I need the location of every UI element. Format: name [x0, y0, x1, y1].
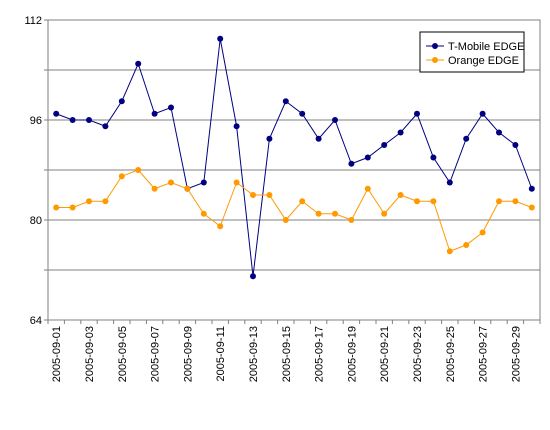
data-point-orange [217, 223, 224, 230]
data-point-orange [282, 217, 289, 223]
data-point-orange [463, 242, 470, 248]
data-point-tmobile [381, 142, 388, 148]
x-tick-label: 2005-09-27 [478, 326, 490, 382]
data-point-tmobile [233, 123, 240, 130]
data-point-tmobile [463, 135, 470, 142]
data-point-orange [496, 198, 502, 205]
data-point-orange [512, 198, 519, 205]
y-tick-label: 96 [30, 115, 42, 127]
data-point-tmobile [151, 110, 158, 117]
data-point-orange [381, 210, 388, 217]
plot-area-border [47, 19, 541, 321]
data-point-tmobile [135, 60, 142, 67]
data-point-orange [299, 198, 306, 205]
data-point-orange [86, 198, 92, 205]
data-point-tmobile [250, 273, 256, 280]
data-point-tmobile [430, 154, 437, 161]
data-point-orange [266, 192, 273, 198]
data-point-tmobile [200, 179, 207, 186]
data-point-orange [250, 192, 256, 198]
data-point-orange [69, 204, 76, 211]
data-point-tmobile [512, 142, 519, 148]
data-point-orange [364, 185, 371, 192]
y-tick-label: 112 [24, 15, 42, 27]
series-line-tmobile [56, 38, 533, 277]
data-point-tmobile [315, 135, 322, 142]
x-tick-label: 2005-09-29 [510, 326, 522, 382]
data-point-tmobile [266, 135, 273, 142]
legend-box [419, 31, 525, 73]
data-point-orange [200, 210, 207, 217]
x-tick-label: 2005-09-07 [150, 326, 162, 382]
gridlines [48, 69, 540, 271]
data-point-tmobile [69, 117, 76, 123]
legend-marker-orange [432, 57, 438, 63]
data-point-orange [53, 204, 60, 211]
data-point-tmobile [53, 110, 60, 117]
data-point-orange [332, 210, 338, 217]
data-point-tmobile [479, 110, 486, 117]
x-tick-label: 2005-09-11 [215, 326, 227, 381]
data-point-orange [528, 204, 535, 211]
data-point-tmobile [299, 110, 306, 117]
data-point-orange [184, 185, 191, 192]
data-point-orange [102, 198, 109, 205]
data-point-tmobile [332, 117, 338, 123]
data-point-tmobile [282, 98, 289, 105]
data-point-orange [348, 217, 355, 223]
data-point-tmobile [496, 129, 502, 136]
y-tick-label: 64 [30, 315, 42, 327]
data-point-orange [118, 173, 125, 180]
data-point-orange [397, 192, 404, 198]
x-tick-label: 2005-09-05 [117, 326, 129, 382]
x-tick-label: 2005-09-01 [51, 326, 63, 382]
x-tick-label: 2005-09-13 [248, 326, 260, 382]
data-point-tmobile [118, 98, 125, 105]
data-point-tmobile [102, 123, 109, 130]
data-point-tmobile [168, 104, 174, 111]
legend-label-orange: Orange EDGE [448, 55, 519, 67]
legend: T-Mobile EDGE Orange EDGE [419, 31, 525, 73]
data-point-tmobile [364, 154, 371, 161]
data-point-tmobile [348, 160, 355, 167]
data-point-tmobile [446, 179, 453, 186]
data-point-tmobile [397, 129, 404, 136]
data-point-orange [151, 185, 158, 192]
data-point-orange [135, 167, 142, 173]
x-tick-label: 2005-09-15 [281, 326, 293, 382]
y-axis: 64 80 96 112 [24, 15, 48, 327]
x-tick-label: 2005-09-19 [346, 326, 358, 382]
x-tick-label: 2005-09-21 [379, 326, 391, 382]
data-point-tmobile [217, 35, 224, 42]
data-point-orange [430, 198, 437, 205]
data-point-tmobile [86, 117, 92, 123]
data-point-orange [233, 179, 240, 186]
data-point-orange [446, 248, 453, 255]
legend-marker-tmobile [432, 43, 438, 49]
x-tick-label: 2005-09-23 [412, 326, 424, 382]
data-point-orange [168, 179, 174, 186]
y-tick-label: 80 [30, 215, 42, 227]
x-tick-label: 2005-09-09 [182, 326, 194, 382]
x-tick-label: 2005-09-03 [84, 326, 96, 382]
data-point-tmobile [528, 185, 535, 192]
series-layer [53, 35, 535, 280]
x-tick-label: 2005-09-17 [314, 326, 326, 382]
data-point-orange [479, 229, 486, 236]
data-point-orange [414, 198, 420, 205]
legend-label-tmobile: T-Mobile EDGE [448, 41, 524, 53]
data-point-tmobile [414, 110, 420, 117]
x-tick-label: 2005-09-25 [445, 326, 457, 382]
x-axis: 2005-09-01 2005-09-03 2005-09-05 2005-09-07… [47, 320, 541, 382]
data-point-orange [315, 210, 322, 217]
